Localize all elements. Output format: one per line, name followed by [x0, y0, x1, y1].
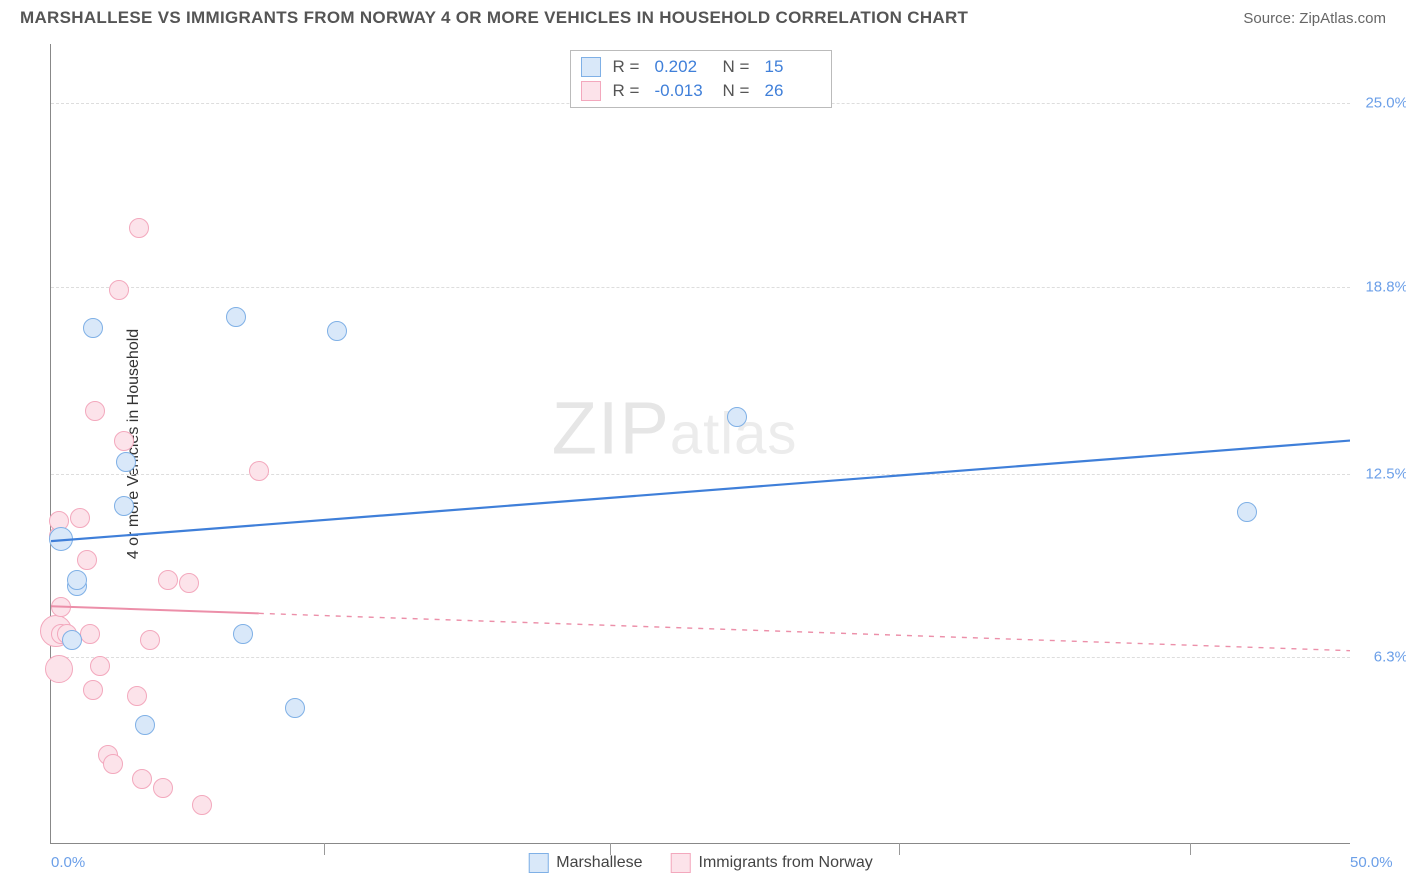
x-tick-mark [1190, 843, 1191, 855]
source-attribution: Source: ZipAtlas.com [1243, 10, 1386, 27]
watermark: ZIPatlas [552, 385, 798, 470]
data-point [49, 527, 73, 551]
data-point [83, 318, 103, 338]
x-tick-min: 0.0% [51, 854, 85, 871]
data-point [327, 321, 347, 341]
r-label: R = [613, 57, 643, 77]
legend-item: Immigrants from Norway [671, 853, 873, 873]
data-point [45, 655, 73, 683]
data-point [80, 624, 100, 644]
data-point [114, 431, 134, 451]
r-label: R = [613, 81, 643, 101]
x-tick-mark [324, 843, 325, 855]
gridline-h [51, 287, 1350, 288]
n-label: N = [723, 81, 753, 101]
n-value: 15 [765, 57, 821, 77]
correlation-legend-row: R = 0.202 N = 15 [581, 55, 821, 79]
y-tick-label: 6.3% [1374, 649, 1406, 666]
data-point [285, 698, 305, 718]
data-point [135, 715, 155, 735]
legend-swatch-pink [581, 81, 601, 101]
correlation-legend-row: R = -0.013 N = 26 [581, 79, 821, 103]
data-point [85, 401, 105, 421]
data-point [727, 407, 747, 427]
source-label: Source: [1243, 10, 1295, 27]
y-tick-label: 25.0% [1365, 95, 1406, 112]
gridline-h [51, 474, 1350, 475]
data-point [62, 630, 82, 650]
chart-title: MARSHALLESE VS IMMIGRANTS FROM NORWAY 4 … [20, 8, 968, 28]
n-value: 26 [765, 81, 821, 101]
n-label: N = [723, 57, 753, 77]
legend-label: Marshallese [556, 854, 642, 872]
data-point [179, 573, 199, 593]
data-point [1237, 502, 1257, 522]
data-point [114, 496, 134, 516]
data-point [77, 550, 97, 570]
data-point [51, 597, 71, 617]
legend-item: Marshallese [528, 853, 642, 873]
r-value: 0.202 [655, 57, 711, 77]
data-point [70, 508, 90, 528]
data-point [249, 461, 269, 481]
legend-swatch [528, 853, 548, 873]
data-point [67, 570, 87, 590]
data-point [233, 624, 253, 644]
series-legend: Marshallese Immigrants from Norway [528, 853, 873, 873]
y-tick-label: 18.8% [1365, 278, 1406, 295]
data-point [83, 680, 103, 700]
data-point [226, 307, 246, 327]
data-point [192, 795, 212, 815]
y-tick-label: 12.5% [1365, 465, 1406, 482]
data-point [129, 218, 149, 238]
correlation-legend: R = 0.202 N = 15 R = -0.013 N = 26 [570, 50, 832, 108]
legend-swatch [671, 853, 691, 873]
data-point [103, 754, 123, 774]
data-point [116, 452, 136, 472]
data-point [127, 686, 147, 706]
watermark-zip: ZIP [552, 385, 670, 470]
legend-swatch-blue [581, 57, 601, 77]
data-point [132, 769, 152, 789]
source-link[interactable]: ZipAtlas.com [1299, 10, 1386, 27]
data-point [158, 570, 178, 590]
data-point [153, 778, 173, 798]
legend-label: Immigrants from Norway [699, 854, 873, 872]
gridline-h [51, 657, 1350, 658]
chart-header: MARSHALLESE VS IMMIGRANTS FROM NORWAY 4 … [0, 0, 1406, 32]
chart-plot-area: 4 or more Vehicles in Household ZIPatlas… [50, 44, 1350, 844]
data-point [140, 630, 160, 650]
data-point [109, 280, 129, 300]
x-tick-mark [899, 843, 900, 855]
r-value: -0.013 [655, 81, 711, 101]
data-point [90, 656, 110, 676]
